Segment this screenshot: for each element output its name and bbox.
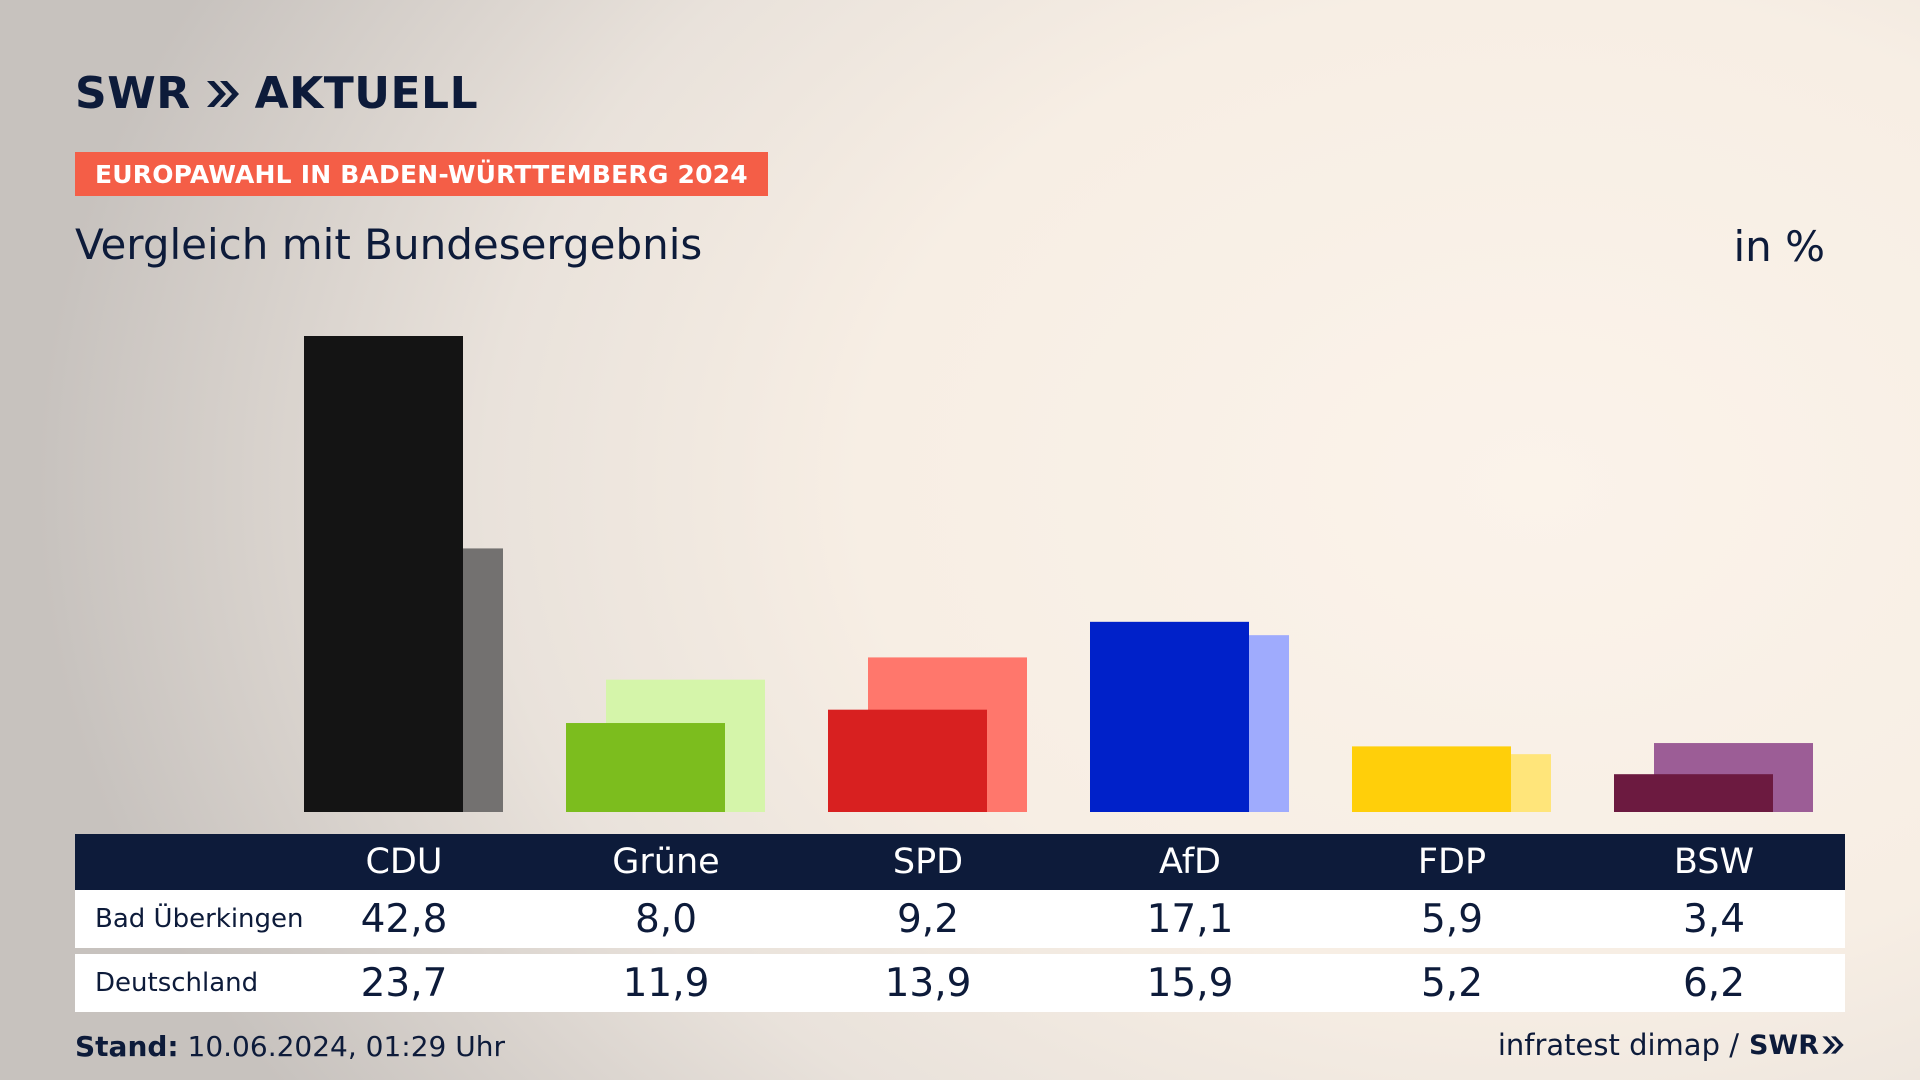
column-header: BSW — [1673, 842, 1755, 882]
unit-label: in % — [1733, 222, 1825, 271]
bar-bad-ueberkingen-bsw — [1614, 774, 1773, 812]
table-cell: 8,0 — [634, 896, 698, 942]
row-label: Bad Überkingen — [95, 904, 304, 934]
source-text: infratest dimap / — [1497, 1028, 1739, 1062]
table-cell: 13,9 — [884, 960, 972, 1006]
chevron-right-icon — [1822, 1036, 1844, 1054]
footer-swr-text: SWR — [1748, 1029, 1819, 1061]
column-header: CDU — [365, 842, 443, 882]
swr-aktuell-logo: SWR AKTUELL — [75, 68, 478, 119]
table-cell: 11,9 — [622, 960, 710, 1006]
column-header: AfD — [1159, 842, 1221, 882]
column-header: SPD — [892, 842, 964, 882]
table-header: CDU Grüne SPD AfD FDP BSW — [75, 834, 1845, 890]
row-label: Deutschland — [95, 968, 259, 998]
timestamp-label: Stand: — [75, 1030, 179, 1063]
table-cell: 5,2 — [1420, 960, 1484, 1006]
column-header: FDP — [1417, 842, 1487, 882]
chevron-right-icon — [206, 80, 239, 107]
bar-bad-ueberkingen-gruene — [566, 723, 725, 812]
table-cell: 9,2 — [896, 896, 960, 942]
logo-swr-text: SWR — [75, 68, 191, 119]
logo-aktuell-text: AKTUELL — [254, 68, 479, 119]
bar-bad-ueberkingen-fdp — [1352, 746, 1511, 812]
table-row: Bad Überkingen 42,8 8,0 9,2 17,1 5,9 3,4 — [75, 890, 1845, 948]
election-badge: EUROPAWAHL IN BADEN-WÜRTTEMBERG 2024 — [75, 152, 768, 196]
table-cell: 17,1 — [1146, 896, 1234, 942]
table-row: Deutschland 23,7 11,9 13,9 15,9 5,2 6,2 — [75, 954, 1845, 1012]
timestamp: Stand: 10.06.2024, 01:29 Uhr — [75, 1030, 505, 1063]
bar-bad-ueberkingen-cdu — [304, 336, 463, 812]
bar-chart — [304, 336, 1813, 812]
bar-bad-ueberkingen-spd — [828, 709, 987, 812]
timestamp-value: 10.06.2024, 01:29 Uhr — [187, 1030, 505, 1063]
source-credit: infratest dimap / SWR — [1498, 1028, 1845, 1062]
table-cell: 15,9 — [1146, 960, 1234, 1006]
table-cell: 23,7 — [360, 960, 448, 1006]
bar-bad-ueberkingen-afd — [1090, 621, 1249, 812]
table-body: Bad Überkingen 42,8 8,0 9,2 17,1 5,9 3,4 Deutsc… — [75, 890, 1845, 1012]
table-cell: 5,9 — [1420, 896, 1484, 942]
results-table: CDU Grüne SPD AfD FDP BSW Bad Überkingen 42,8 8… — [75, 834, 1845, 1012]
column-header: Grüne — [612, 842, 720, 882]
footer-swr-logo: SWR — [1749, 1030, 1845, 1061]
table-cell: 42,8 — [360, 896, 448, 942]
table-cell: 6,2 — [1682, 960, 1746, 1006]
chart-subtitle: Vergleich mit Bundesergebnis — [75, 220, 703, 269]
table-cell: 3,4 — [1682, 896, 1746, 942]
